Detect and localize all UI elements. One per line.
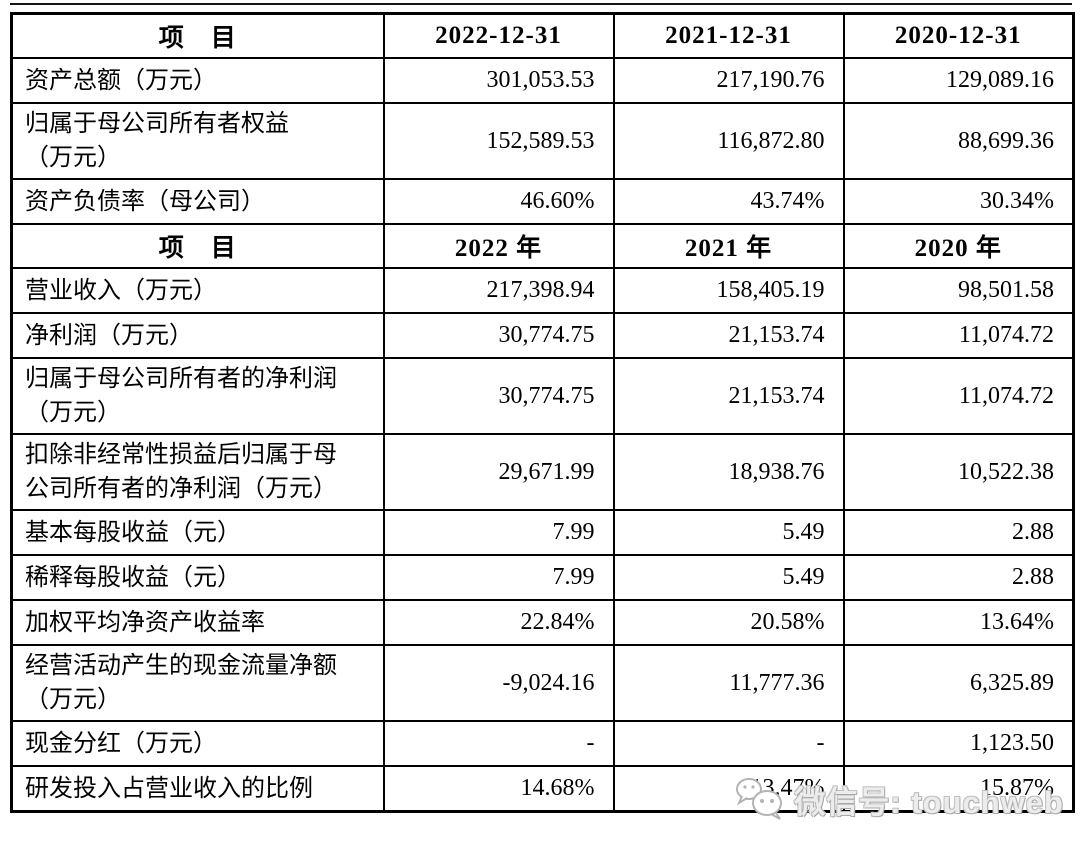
- value-cell: 129,089.16: [842, 57, 1075, 104]
- item-column-header: 项 目: [10, 12, 385, 59]
- value-cell: 5.49: [612, 509, 845, 556]
- value-cell: 15.87%: [842, 765, 1075, 813]
- table-row: 现金分红（万元） - - 1,123.50: [10, 720, 1075, 767]
- column-header-2022-12-31: 2022-12-31: [382, 12, 615, 59]
- table-row: 稀释每股收益（元） 7.99 5.49 2.88: [10, 554, 1075, 601]
- value-cell: 20.58%: [612, 599, 845, 646]
- row-label-cell: 净利润（万元）: [10, 312, 385, 359]
- value-cell: 30.34%: [842, 178, 1075, 225]
- value-cell: 5.49: [612, 554, 845, 601]
- value-cell: 158,405.19: [612, 267, 845, 314]
- value-cell: 217,190.76: [612, 57, 845, 104]
- value-cell: 13.64%: [842, 599, 1075, 646]
- watermark: 微信号: touchweb: [734, 774, 1064, 824]
- section1-header-row: 项 目 2022-12-31 2021-12-31 2020-12-31: [10, 12, 1075, 59]
- value-cell: 7.99: [382, 554, 615, 601]
- row-label-cell: 稀释每股收益（元）: [10, 554, 385, 601]
- table-row: 营业收入（万元） 217,398.94 158,405.19 98,501.58: [10, 267, 1075, 314]
- table-top-rule: [10, 3, 1072, 5]
- value-cell: 301,053.53: [382, 57, 615, 104]
- row-label-cell: 归属于母公司所有者权益 （万元）: [10, 102, 385, 180]
- row-label-cell: 基本每股收益（元）: [10, 509, 385, 556]
- value-cell: 116,872.80: [612, 102, 845, 180]
- value-cell: 217,398.94: [382, 267, 615, 314]
- table-row: 资产负债率（母公司） 46.60% 43.74% 30.34%: [10, 178, 1075, 225]
- value-cell: 30,774.75: [382, 312, 615, 359]
- value-cell: 13.47%: [612, 765, 845, 813]
- wechat-icon: [736, 778, 783, 820]
- value-cell: 88,699.36: [842, 102, 1075, 180]
- value-cell: 21,153.74: [612, 312, 845, 359]
- value-cell: 22.84%: [382, 599, 615, 646]
- row-label-cell: 现金分红（万元）: [10, 720, 385, 767]
- value-cell: 98,501.58: [842, 267, 1075, 314]
- value-cell: 2.88: [842, 554, 1075, 601]
- section2-header-row: 项 目 2022 年 2021 年 2020 年: [10, 223, 1075, 269]
- value-cell: 10,522.38: [842, 433, 1075, 511]
- row-label-cell: 研发投入占营业收入的比例: [10, 765, 385, 813]
- column-header-2022: 2022 年: [382, 223, 615, 269]
- column-header-2021: 2021 年: [612, 223, 845, 269]
- value-cell: -9,024.16: [382, 644, 615, 722]
- row-label-cell: 加权平均净资产收益率: [10, 599, 385, 646]
- table-row: 基本每股收益（元） 7.99 5.49 2.88: [10, 509, 1075, 556]
- value-cell: 152,589.53: [382, 102, 615, 180]
- watermark-label: 微信号: touchweb: [794, 784, 1064, 820]
- table-row: 净利润（万元） 30,774.75 21,153.74 11,074.72: [10, 312, 1075, 359]
- value-cell: 29,671.99: [382, 433, 615, 511]
- value-cell: 18,938.76: [612, 433, 845, 511]
- value-cell: 46.60%: [382, 178, 615, 225]
- table-row: 资产总额（万元） 301,053.53 217,190.76 129,089.1…: [10, 57, 1075, 104]
- value-cell: 1,123.50: [842, 720, 1075, 767]
- financial-summary-table: 项 目 2022-12-31 2021-12-31 2020-12-31 资产总…: [10, 12, 1075, 813]
- value-cell: 11,074.72: [842, 357, 1075, 435]
- row-label-cell: 扣除非经常性损益后归属于母 公司所有者的净利润（万元）: [10, 433, 385, 511]
- table-row: 经营活动产生的现金流量净额 （万元） -9,024.16 11,777.36 6…: [10, 644, 1075, 722]
- row-label-cell: 营业收入（万元）: [10, 267, 385, 314]
- value-cell: -: [612, 720, 845, 767]
- value-cell: 2.88: [842, 509, 1075, 556]
- value-cell: 21,153.74: [612, 357, 845, 435]
- value-cell: 43.74%: [612, 178, 845, 225]
- value-cell: 11,777.36: [612, 644, 845, 722]
- value-cell: 7.99: [382, 509, 615, 556]
- value-cell: 14.68%: [382, 765, 615, 813]
- table-row: 归属于母公司所有者权益 （万元） 152,589.53 116,872.80 8…: [10, 102, 1075, 180]
- row-label-cell: 资产总额（万元）: [10, 57, 385, 104]
- value-cell: 6,325.89: [842, 644, 1075, 722]
- column-header-2020-12-31: 2020-12-31: [842, 12, 1075, 59]
- table-row: 研发投入占营业收入的比例 14.68% 13.47% 15.87%: [10, 765, 1075, 813]
- table-row: 扣除非经常性损益后归属于母 公司所有者的净利润（万元） 29,671.99 18…: [10, 433, 1075, 511]
- value-cell: 11,074.72: [842, 312, 1075, 359]
- row-label-cell: 归属于母公司所有者的净利润 （万元）: [10, 357, 385, 435]
- value-cell: 30,774.75: [382, 357, 615, 435]
- column-header-2020: 2020 年: [842, 223, 1075, 269]
- table-row: 归属于母公司所有者的净利润 （万元） 30,774.75 21,153.74 1…: [10, 357, 1075, 435]
- table-row: 加权平均净资产收益率 22.84% 20.58% 13.64%: [10, 599, 1075, 646]
- column-header-2021-12-31: 2021-12-31: [612, 12, 845, 59]
- row-label-cell: 经营活动产生的现金流量净额 （万元）: [10, 644, 385, 722]
- row-label-cell: 资产负债率（母公司）: [10, 178, 385, 225]
- item-column-header: 项 目: [10, 223, 385, 269]
- value-cell: -: [382, 720, 615, 767]
